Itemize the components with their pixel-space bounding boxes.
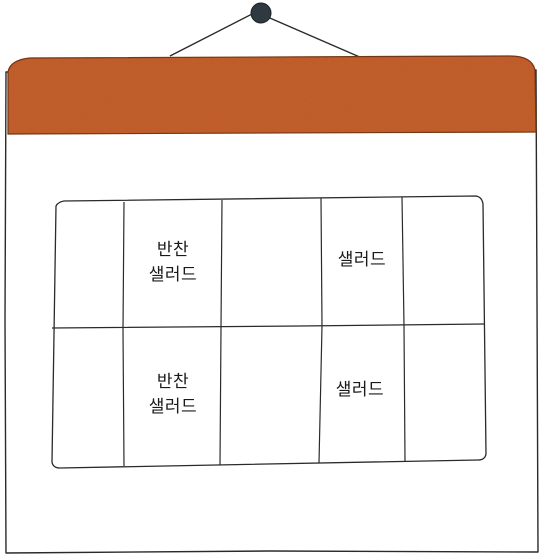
- calendar-grid-border: [51, 195, 487, 469]
- cell-text-row2-col4: 샐러드: [305, 378, 415, 403]
- cell-line: 반찬: [156, 240, 190, 260]
- grid-column-divider: [122, 201, 125, 467]
- calendar-board: [4, 69, 539, 554]
- cell-text-row1-col4: 샐러드: [307, 248, 417, 273]
- pin-icon: [250, 2, 272, 24]
- grid-row-divider: [51, 323, 485, 329]
- grid-column-divider: [401, 196, 406, 462]
- cell-line: 샐러드: [148, 265, 198, 285]
- cell-text-row2-col2: 반찬 샐러드: [118, 370, 228, 420]
- cell-line: 샐러드: [148, 397, 198, 417]
- calendar-header-band: [7, 55, 537, 135]
- cell-line: 샐러드: [335, 380, 385, 400]
- cell-line: 샐러드: [337, 250, 387, 270]
- grid-column-divider: [219, 199, 223, 466]
- grid-column-divider: [318, 197, 323, 464]
- cell-text-row1-col2: 반찬 샐러드: [118, 238, 228, 288]
- cell-line: 반찬: [156, 372, 190, 392]
